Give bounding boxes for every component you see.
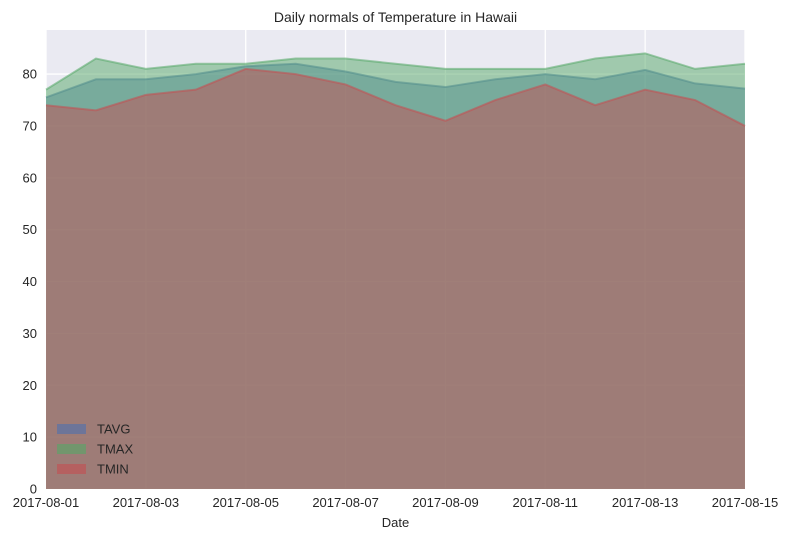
y-tick-label: 80 [23,67,37,82]
y-tick-label: 40 [23,274,37,289]
legend-label-tavg: TAVG [97,422,130,437]
x-tick-label: 2017-08-11 [513,495,579,510]
y-tick-label: 30 [23,326,37,341]
legend-label-tmin: TMIN [97,462,129,477]
y-tick-label: 10 [23,430,37,445]
legend-swatch-tavg [57,424,86,434]
x-tick-label: 2017-08-15 [712,495,779,510]
x-axis-label: Date [382,515,409,530]
y-tick-label: 20 [23,378,37,393]
x-tick-label: 2017-08-05 [212,495,279,510]
chart-title: Daily normals of Temperature in Hawaii [274,9,517,25]
x-tick-label: 2017-08-09 [412,495,479,510]
x-tick-label: 2017-08-01 [13,495,80,510]
legend-swatch-tmin [57,464,86,474]
y-tick-label: 70 [23,118,37,133]
legend-label-tmax: TMAX [97,442,133,457]
legend-swatch-tmax [57,444,86,454]
y-tick-label: 50 [23,222,37,237]
x-tick-label: 2017-08-03 [113,495,180,510]
series-areas [46,53,745,489]
x-tick-label: 2017-08-13 [612,495,679,510]
x-tick-labels: 2017-08-01 2017-08-03 2017-08-05 2017-08-07… [13,495,779,510]
y-tick-label: 60 [23,170,37,185]
area-tmin [46,69,745,489]
x-tick-label: 2017-08-07 [312,495,379,510]
